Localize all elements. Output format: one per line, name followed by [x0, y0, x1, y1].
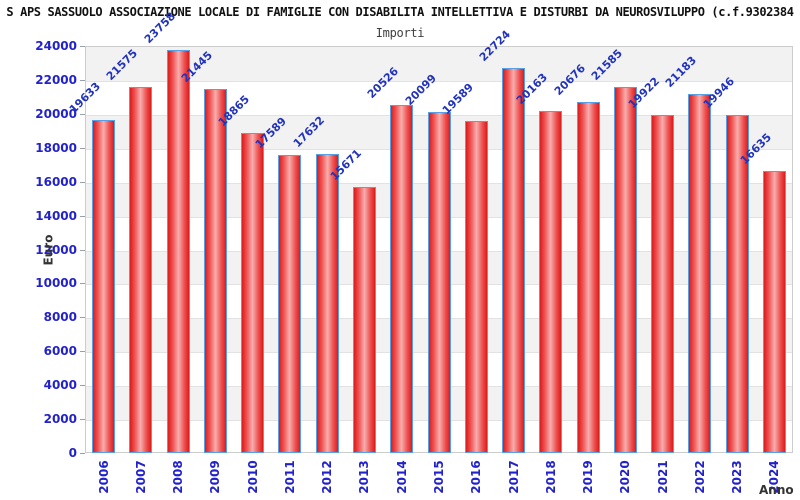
bar-2009 [204, 89, 227, 453]
bar-2015 [428, 112, 451, 453]
y-tick-mark [80, 453, 85, 454]
y-tick-label: 0 [68, 446, 77, 460]
y-tick-mark [80, 419, 85, 420]
y-tick-mark [80, 182, 85, 183]
chart-title: S APS SASSUOLO ASSOCIAZIONE LOCALE DI FA… [6, 5, 794, 19]
y-tick-mark [80, 114, 85, 115]
y-tick-label: 10000 [35, 276, 77, 290]
x-tick-label: 2017 [507, 460, 521, 494]
x-tick-label: 2011 [283, 460, 297, 494]
bar-2012 [316, 154, 339, 453]
x-axis-title: Anno [759, 483, 794, 497]
bar-2019 [577, 102, 600, 453]
x-tick-label: 2013 [357, 460, 371, 494]
x-tick-label: 2019 [581, 460, 595, 494]
bar-2022 [688, 94, 711, 453]
y-tick-mark [80, 46, 85, 47]
y-tick-label: 18000 [35, 141, 77, 155]
bar-2016 [465, 121, 488, 453]
y-tick-mark [80, 385, 85, 386]
plot-band [86, 47, 792, 81]
bar-2013 [353, 187, 376, 453]
y-tick-mark [80, 148, 85, 149]
gridline [86, 81, 792, 82]
bar-2011 [278, 155, 301, 453]
y-tick-label: 14000 [35, 209, 77, 223]
x-tick-label: 2018 [544, 460, 558, 494]
y-tick-label: 4000 [43, 378, 77, 392]
y-tick-mark [80, 283, 85, 284]
bar-2006 [92, 120, 115, 453]
x-tick-label: 2021 [656, 460, 670, 494]
y-tick-mark [80, 216, 85, 217]
y-tick-mark [80, 80, 85, 81]
x-tick-label: 2022 [693, 460, 707, 494]
x-tick-label: 2006 [97, 460, 111, 494]
y-tick-label: 24000 [35, 39, 77, 53]
x-tick-label: 2015 [432, 460, 446, 494]
bar-2008 [167, 50, 190, 453]
y-tick-label: 8000 [43, 310, 77, 324]
bar-2010 [241, 133, 264, 453]
y-tick-mark [80, 351, 85, 352]
y-tick-label: 12000 [35, 243, 77, 257]
bar-2020 [614, 87, 637, 453]
plot-band [86, 80, 792, 115]
bar-2023 [726, 115, 749, 453]
x-tick-label: 2008 [171, 460, 185, 494]
y-tick-label: 6000 [43, 344, 77, 358]
y-tick-label: 16000 [35, 175, 77, 189]
chart-subtitle: Importi [375, 26, 425, 40]
y-tick-label: 20000 [35, 107, 77, 121]
y-axis-title: Euro [41, 234, 56, 266]
x-tick-label: 2016 [469, 460, 483, 494]
bar-2017 [502, 68, 525, 453]
x-tick-label: 2009 [208, 460, 222, 494]
bar-2014 [390, 105, 413, 453]
y-tick-label: 22000 [35, 73, 77, 87]
y-tick-mark [80, 250, 85, 251]
y-tick-label: 2000 [43, 412, 77, 426]
bar-2007 [129, 87, 152, 453]
x-tick-label: 2010 [246, 460, 260, 494]
y-tick-mark [80, 317, 85, 318]
bar-2024 [763, 171, 786, 453]
x-tick-label: 2012 [320, 460, 334, 494]
x-tick-label: 2014 [395, 460, 409, 494]
x-tick-label: 2023 [730, 460, 744, 494]
x-tick-label: 2007 [134, 460, 148, 494]
x-tick-label: 2020 [618, 460, 632, 494]
bar-2021 [651, 115, 674, 453]
bar-2018 [539, 111, 562, 453]
